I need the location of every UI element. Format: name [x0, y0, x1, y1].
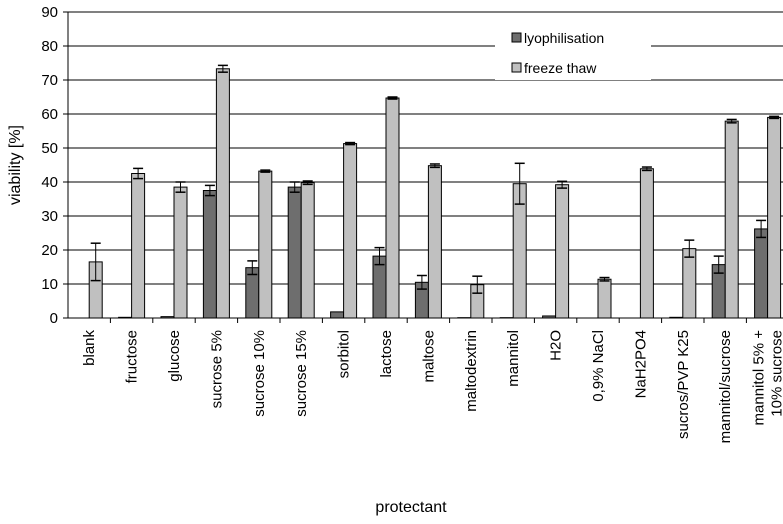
x-tick-label: fructose	[124, 330, 141, 383]
x-tick-label: 0,9% NaCl	[590, 330, 607, 402]
y-tick-label: 20	[41, 242, 58, 259]
x-tick-label: sorbitol	[336, 330, 353, 378]
x-tick-label: mannitol/sucrose	[717, 330, 734, 443]
y-tick-label: 40	[41, 174, 58, 191]
bar-freeze-thaw	[215, 68, 230, 319]
y-tick-label: 0	[50, 310, 58, 327]
bar-freeze-thaw	[555, 184, 570, 319]
legend-swatch-freeze-thaw	[511, 62, 522, 73]
y-tick-label: 50	[41, 140, 58, 157]
bar-freeze-thaw	[343, 143, 358, 319]
x-tick-label: maltodextrin	[463, 330, 480, 412]
bar-lyophilisation	[372, 255, 387, 319]
y-tick-labels: 0 10 20 30 40 50 60 70 80 90	[41, 4, 58, 327]
x-tick-label: maltose	[420, 330, 437, 383]
bar-freeze-thaw	[258, 170, 273, 319]
y-axis-title: viability [%]	[7, 125, 24, 205]
y-tick-label: 10	[41, 276, 58, 293]
x-tick-label: sucros/PVP K25	[675, 330, 692, 439]
bar-freeze-thaw	[173, 186, 188, 319]
bar-freeze-thaw	[682, 248, 697, 319]
x-tick-label: mannitol	[505, 330, 522, 387]
y-tick-label: 90	[41, 4, 58, 21]
legend: lyophilisation freeze thaw	[495, 18, 651, 80]
x-tick-label: blank	[81, 330, 98, 366]
bar-lyophilisation	[754, 228, 769, 319]
axes	[63, 11, 783, 323]
bar-freeze-thaw	[724, 120, 739, 319]
x-tick-label: H2O	[548, 330, 565, 361]
bar-freeze-thaw	[767, 116, 782, 319]
x-tick-label: glucose	[166, 330, 183, 382]
x-tick-label: sucrose 15%	[293, 330, 310, 417]
bar-freeze-thaw	[131, 173, 146, 319]
x-tick-labels: blank fructose glucose sucrose 5% sucrose 10…	[81, 330, 783, 444]
x-tick-label: sucrose 5%	[208, 330, 225, 408]
x-axis-title: protectant	[375, 499, 447, 516]
bar-freeze-thaw	[300, 182, 315, 319]
bars	[88, 64, 782, 319]
bar-lyophilisation	[202, 190, 217, 319]
y-tick-label: 80	[41, 38, 58, 55]
bar-lyophilisation	[330, 311, 345, 319]
x-tick-label: NaH2PO4	[632, 330, 649, 398]
y-tick-label: 30	[41, 208, 58, 225]
legend-label-lyophilisation: lyophilisation	[524, 30, 604, 46]
y-tick-label: 70	[41, 72, 58, 89]
legend-swatch-lyophilisation	[511, 32, 522, 43]
y-tick-label: 60	[41, 106, 58, 123]
bar-freeze-thaw	[385, 97, 400, 319]
x-tick-label: 10% sucrose	[769, 330, 783, 417]
bar-lyophilisation	[287, 186, 302, 319]
bar-freeze-thaw	[597, 278, 612, 319]
x-tick-label: sucrose 10%	[251, 330, 268, 417]
bar-freeze-thaw	[427, 165, 442, 319]
bar-freeze-thaw	[639, 168, 654, 319]
x-tick-label: lactose	[378, 330, 395, 378]
legend-label-freeze-thaw: freeze thaw	[524, 60, 597, 76]
x-tick-label: mannitol 5% +	[751, 330, 768, 426]
